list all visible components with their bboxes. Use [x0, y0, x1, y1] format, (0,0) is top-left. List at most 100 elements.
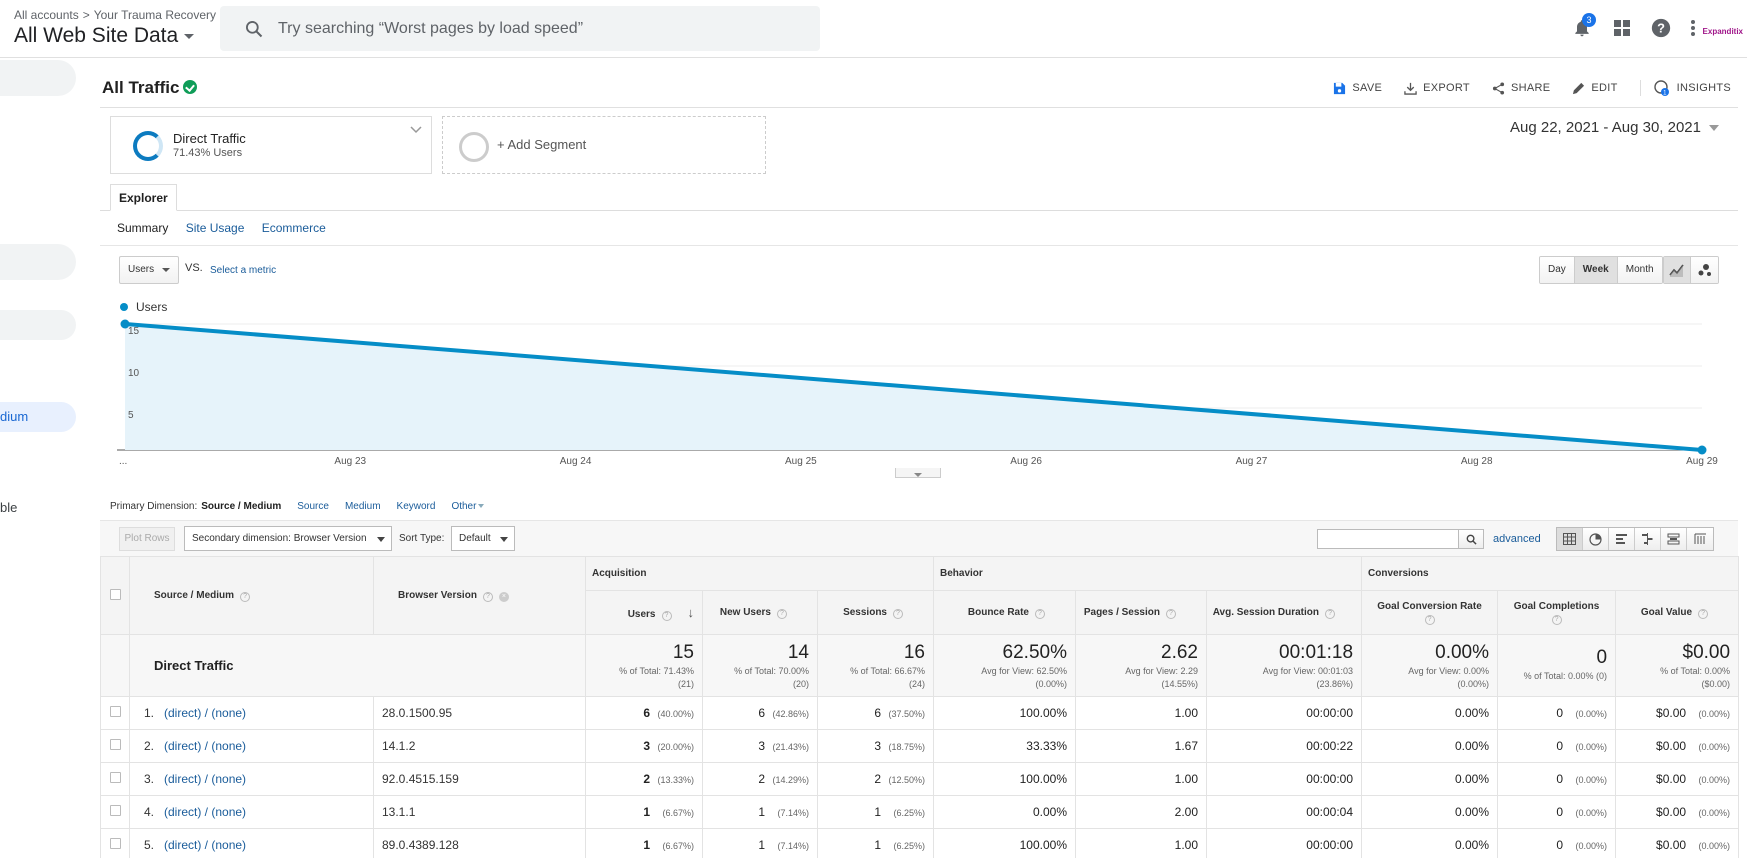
secondary-dimension-dropdown[interactable]: Secondary dimension: Browser Version — [184, 526, 392, 551]
source-medium-link[interactable]: (direct) / (none) — [164, 739, 247, 753]
col-avg-session-duration[interactable]: Avg. Session Duration? — [1205, 590, 1363, 635]
help-icon[interactable]: ? — [1698, 608, 1709, 619]
account-logo[interactable]: Expanditix — [1702, 27, 1743, 36]
select-metric-link[interactable]: Select a metric — [210, 265, 277, 276]
view-term-cloud-button[interactable] — [1661, 528, 1687, 550]
notifications-button[interactable]: 3 — [1564, 10, 1600, 46]
help-icon[interactable]: ? — [482, 591, 493, 602]
insights-button[interactable]: 1 INSIGHTS — [1639, 80, 1731, 96]
subtab-summary[interactable]: Summary — [117, 221, 169, 235]
table-filter-input[interactable] — [1317, 529, 1459, 549]
group-conversions: Conversions — [1361, 556, 1740, 591]
col-goal-completions[interactable]: Goal Completions? — [1497, 590, 1617, 635]
more-options-button[interactable] — [1675, 10, 1711, 46]
chart-y-tick-label: 10 — [128, 368, 140, 379]
share-button[interactable]: SHARE — [1492, 80, 1550, 96]
subtab-ecommerce[interactable]: Ecommerce — [261, 221, 326, 235]
search-bar[interactable] — [220, 6, 820, 51]
col-goal-completions-label: Goal Completions — [1513, 600, 1600, 612]
breadcrumb[interactable]: All accounts > Your Trauma Recovery — [14, 8, 216, 22]
nav-item-placeholder[interactable] — [0, 60, 76, 96]
avg-session-cell: 00:00:04 — [1205, 795, 1363, 829]
view-comparison-button[interactable] — [1635, 528, 1661, 550]
dimension-keyword-link[interactable]: Keyword — [396, 501, 436, 512]
goal-value-cell: $0.00 (0.00%) — [1615, 828, 1740, 858]
chevron-down-icon[interactable] — [409, 125, 423, 135]
col-browser-version[interactable]: Browser Version? × — [373, 556, 586, 635]
remove-dimension-icon[interactable]: × — [498, 591, 509, 602]
view-selector[interactable]: All Web Site Data — [14, 24, 195, 48]
users-line-chart[interactable]: 15 10 5... Aug 23 Aug 24 Aug 25 Aug 26 Aug 27 Au… — [115, 310, 1745, 470]
help-icon[interactable]: ? — [661, 610, 672, 621]
dimension-other-dropdown[interactable]: Other — [451, 501, 485, 512]
date-range-picker[interactable]: Aug 22, 2021 - Aug 30, 2021 — [1510, 119, 1719, 136]
col-goal-value[interactable]: Goal Value? — [1615, 590, 1740, 635]
nav-item-partial[interactable]: ble — [0, 500, 18, 515]
add-segment-button[interactable]: + Add Segment — [442, 116, 766, 174]
help-icon[interactable]: ? — [1035, 608, 1045, 619]
help-icon[interactable]: ? — [777, 608, 787, 619]
help-icon[interactable]: ? — [1166, 608, 1176, 619]
row-checkbox[interactable] — [109, 805, 121, 816]
download-icon — [1404, 82, 1417, 95]
help-icon[interactable]: ? — [1424, 614, 1435, 625]
row-checkbox[interactable] — [109, 739, 121, 750]
help-icon[interactable]: ? — [240, 591, 251, 602]
dimension-source-link[interactable]: Source — [297, 501, 329, 512]
dimension-medium-link[interactable]: Medium — [344, 501, 381, 512]
sort-type-dropdown[interactable]: Default — [451, 526, 515, 551]
row-checkbox[interactable] — [109, 706, 121, 717]
edit-button[interactable]: EDIT — [1572, 80, 1617, 96]
nav-item-source-medium[interactable]: dium — [0, 402, 76, 432]
goal-value-pct: (0.00%) — [1698, 841, 1731, 851]
segment-direct-traffic[interactable]: Direct Traffic 71.43% Users — [110, 116, 432, 174]
source-medium-link[interactable]: (direct) / (none) — [164, 706, 247, 720]
breadcrumb-accounts[interactable]: All accounts — [14, 8, 79, 22]
col-users[interactable]: Users? ↓ — [585, 590, 703, 635]
breadcrumb-property[interactable]: Your Trauma Recovery — [93, 8, 216, 22]
help-icon[interactable]: ? — [1325, 608, 1336, 619]
advanced-filter-link[interactable]: advanced — [1493, 533, 1541, 545]
granularity-day-button[interactable]: Day — [1540, 257, 1575, 283]
col-goal-conv-label: Goal Conversion Rate — [1377, 600, 1482, 612]
line-chart-button[interactable] — [1664, 257, 1691, 283]
subtab-site-usage[interactable]: Site Usage — [185, 221, 245, 235]
view-pivot-button[interactable] — [1687, 528, 1713, 550]
col-bounce-rate[interactable]: Bounce Rate? — [933, 590, 1076, 635]
help-icon[interactable]: ? — [1551, 614, 1562, 625]
granularity-month-button[interactable]: Month — [1617, 257, 1662, 283]
col-new-users[interactable]: New Users? — [702, 590, 818, 635]
view-performance-button[interactable] — [1609, 528, 1635, 550]
row-checkbox[interactable] — [109, 838, 121, 849]
save-button[interactable]: SAVE — [1333, 80, 1382, 96]
pencil-icon — [1573, 82, 1585, 94]
motion-chart-button[interactable] — [1691, 257, 1718, 283]
source-medium-link[interactable]: (direct) / (none) — [164, 805, 247, 819]
select-all-checkbox[interactable] — [109, 588, 121, 600]
col-sessions[interactable]: Sessions? — [817, 590, 934, 635]
apps-button[interactable] — [1604, 10, 1640, 46]
tab-explorer[interactable]: Explorer — [110, 184, 177, 211]
view-pie-button[interactable] — [1583, 528, 1609, 550]
view-data-table-button[interactable] — [1557, 528, 1583, 550]
term-cloud-icon — [1667, 533, 1680, 545]
row-checkbox[interactable] — [109, 772, 121, 783]
col-source-medium[interactable]: Source / Medium? — [129, 556, 374, 635]
source-medium-link[interactable]: (direct) / (none) — [164, 772, 247, 786]
nav-item-placeholder[interactable] — [0, 244, 76, 280]
source-medium-link[interactable]: (direct) / (none) — [164, 838, 247, 852]
chart-x-tick-label: Aug 27 — [1236, 456, 1268, 467]
users-pct: (6.67%) — [662, 808, 694, 818]
chart-collapse-handle[interactable] — [895, 468, 941, 478]
granularity-week-button[interactable]: Week — [1574, 257, 1618, 283]
search-input[interactable] — [278, 14, 798, 44]
table-filter-button[interactable] — [1458, 529, 1484, 549]
col-goal-conversion-rate[interactable]: Goal Conversion Rate? — [1361, 590, 1499, 635]
nav-item-placeholder[interactable] — [0, 310, 76, 340]
export-button[interactable]: EXPORT — [1404, 80, 1470, 96]
help-icon[interactable]: ? — [893, 608, 903, 619]
help-button[interactable]: ? — [1643, 10, 1679, 46]
col-pages-session[interactable]: Pages / Session? — [1075, 590, 1207, 635]
metric-selector[interactable]: Users — [119, 256, 179, 284]
plot-rows-button[interactable]: Plot Rows — [119, 527, 175, 551]
